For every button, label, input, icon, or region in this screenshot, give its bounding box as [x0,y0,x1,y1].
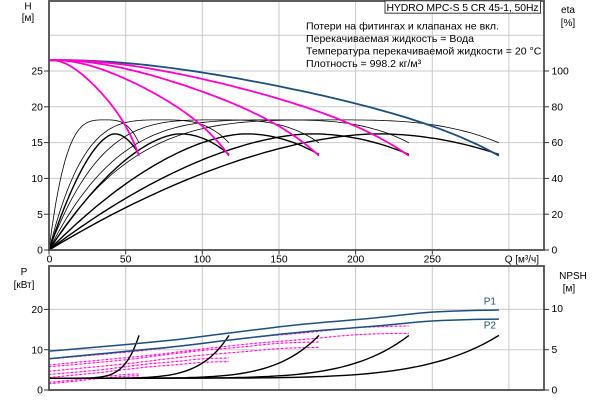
svg-text:15: 15 [31,138,43,149]
svg-text:P1: P1 [484,297,497,308]
svg-text:HYDRO MPC-S 5 CR 45-1, 50Hz: HYDRO MPC-S 5 CR 45-1, 50Hz [386,3,538,14]
svg-text:eta: eta [561,5,575,16]
svg-text:10: 10 [31,345,43,356]
svg-text:20: 20 [552,210,564,221]
svg-text:20: 20 [31,102,43,113]
svg-text:Температура перекачиваемой жид: Температура перекачиваемой жидкости = 20… [306,46,542,58]
svg-text:Потери на фитингах и клапанах: Потери на фитингах и клапанах не вкл. [306,21,499,33]
svg-text:[м]: [м] [563,284,576,295]
svg-text:P: P [21,267,28,278]
svg-text:25: 25 [31,67,43,78]
svg-text:100: 100 [552,67,570,78]
svg-text:200: 200 [347,255,365,266]
svg-text:[м]: [м] [22,13,35,24]
svg-text:0: 0 [47,255,53,266]
svg-text:[кВт]: [кВт] [14,280,35,291]
svg-text:[%]: [%] [561,18,576,29]
svg-text:Перекачиваемая жидкость = Вода: Перекачиваемая жидкость = Вода [306,33,474,45]
svg-text:60: 60 [552,138,564,149]
svg-text:0: 0 [552,246,558,257]
svg-text:40: 40 [552,174,564,185]
svg-text:Плотность = 998.2 кг/м³: Плотность = 998.2 кг/м³ [306,58,422,70]
svg-text:0: 0 [37,386,43,397]
svg-text:20: 20 [31,305,43,316]
svg-text:100: 100 [194,255,212,266]
svg-text:250: 250 [424,255,442,266]
svg-text:H: H [24,2,31,13]
svg-text:NPSH: NPSH [559,271,587,282]
svg-text:50: 50 [120,255,132,266]
svg-text:5: 5 [37,210,43,221]
svg-text:5: 5 [552,345,558,356]
svg-text:10: 10 [31,174,43,185]
svg-text:0: 0 [552,386,558,397]
svg-text:80: 80 [552,102,564,113]
svg-text:Q [м³/ч]: Q [м³/ч] [505,255,540,266]
svg-text:10: 10 [552,304,564,315]
svg-text:150: 150 [270,255,288,266]
svg-text:0: 0 [37,246,43,257]
svg-text:P2: P2 [484,321,497,332]
